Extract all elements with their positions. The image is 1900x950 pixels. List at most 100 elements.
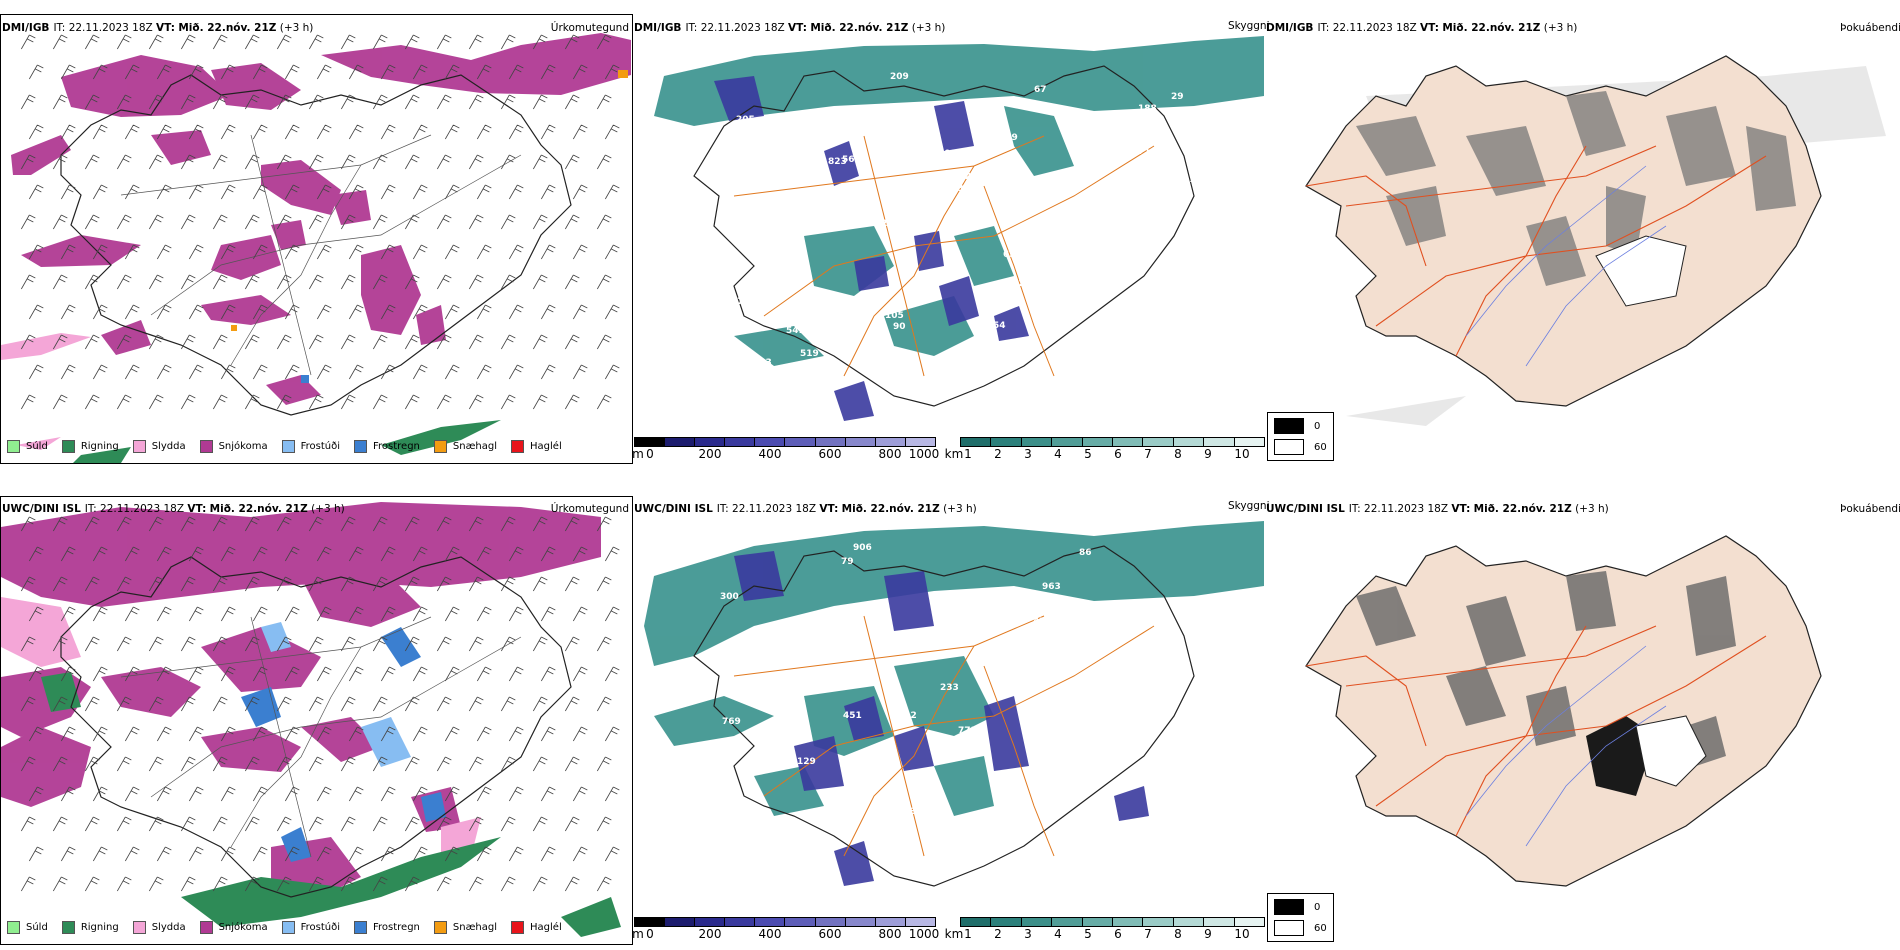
wind-barb bbox=[508, 846, 524, 862]
wind-barb bbox=[596, 214, 612, 230]
ceiling-value-label: 201 bbox=[965, 172, 984, 182]
legend-label: Frostúði bbox=[300, 441, 340, 452]
colorbar-segment bbox=[991, 438, 1022, 446]
wind-barb bbox=[340, 154, 356, 170]
wind-barb bbox=[220, 64, 236, 80]
wind-barb bbox=[532, 34, 548, 50]
wind-barb bbox=[60, 184, 76, 200]
wind-barb bbox=[116, 756, 132, 772]
panel-type-label: Skyggni bbox=[1228, 20, 1270, 32]
wind-barb bbox=[284, 726, 300, 742]
wind-barb bbox=[28, 606, 44, 622]
ceiling-value-label: 110 bbox=[1183, 175, 1202, 185]
wind-barb bbox=[340, 214, 356, 230]
ceiling-value-label: 70 bbox=[744, 697, 757, 707]
wind-barb bbox=[468, 516, 484, 532]
wind-barb bbox=[372, 756, 388, 772]
ceiling-value-label: 852 bbox=[1109, 128, 1128, 138]
wind-barb bbox=[404, 154, 420, 170]
fog-legend-value: 60 bbox=[1314, 441, 1327, 453]
legend-label: Haglél bbox=[530, 922, 562, 933]
wind-barb bbox=[116, 274, 132, 290]
wind-barb bbox=[572, 726, 588, 742]
fog-legend-row: 60 bbox=[1274, 920, 1327, 936]
ceiling-value-label: 532 bbox=[1006, 279, 1025, 289]
wind-barb bbox=[444, 666, 460, 682]
legend-swatch bbox=[281, 921, 295, 934]
legend-item: Frostúði bbox=[281, 440, 340, 453]
ceiling-value-label: 56 bbox=[1053, 653, 1066, 663]
wind-barb bbox=[244, 94, 260, 110]
tick: 7 bbox=[1144, 447, 1152, 461]
wind-barb bbox=[116, 636, 132, 652]
wind-barb bbox=[596, 876, 612, 892]
wind-barb bbox=[444, 726, 460, 742]
wind-barb bbox=[276, 876, 292, 892]
wind-barb bbox=[156, 546, 172, 562]
legend-swatch bbox=[7, 921, 20, 934]
legend-item: Slydda bbox=[132, 440, 186, 453]
wind-barb bbox=[540, 64, 556, 80]
wind-barb bbox=[540, 546, 556, 562]
legend-item: Súld bbox=[7, 921, 48, 934]
wind-barb bbox=[156, 606, 172, 622]
ceiling-value-label: 209 bbox=[890, 72, 909, 82]
wind-barb bbox=[412, 304, 428, 320]
ceiling-value-label: 593 bbox=[900, 119, 919, 129]
wind-barb bbox=[276, 34, 292, 50]
wind-barb bbox=[116, 214, 132, 230]
wind-barb bbox=[500, 34, 516, 50]
wind-barb bbox=[340, 636, 356, 652]
wind-barb bbox=[436, 94, 452, 110]
wind-barb bbox=[156, 304, 172, 320]
ceiling-value-label: 525 bbox=[709, 339, 728, 349]
fog-swatch-white bbox=[1274, 920, 1304, 936]
wind-barb bbox=[84, 334, 100, 350]
colorbar-segment bbox=[725, 918, 756, 926]
wind-barb bbox=[284, 846, 300, 862]
ceiling-value-label: 205 bbox=[736, 115, 755, 125]
wind-barb bbox=[244, 696, 260, 712]
wind-barb bbox=[28, 726, 44, 742]
wind-barb bbox=[244, 334, 260, 350]
ceiling-value-label: 769 bbox=[722, 717, 741, 727]
wind-barb bbox=[284, 546, 300, 562]
wind-barb bbox=[380, 124, 396, 140]
wind-barb bbox=[532, 334, 548, 350]
wind-barb bbox=[52, 636, 68, 652]
wind-barb bbox=[276, 394, 292, 410]
colorbar-segment bbox=[1234, 438, 1265, 446]
wind-barb bbox=[308, 816, 324, 832]
wind-barb bbox=[404, 876, 420, 892]
colorbar-segment bbox=[905, 918, 935, 926]
rain-areas bbox=[73, 420, 501, 463]
tick: 600 bbox=[818, 927, 842, 941]
legend-label: Rigning bbox=[80, 441, 119, 452]
wind-barb bbox=[308, 94, 324, 110]
colorbar-segment bbox=[845, 918, 876, 926]
wind-barb bbox=[28, 364, 44, 380]
wind-barb bbox=[28, 304, 44, 320]
wind-barb bbox=[572, 666, 588, 682]
wind-barb bbox=[372, 334, 388, 350]
wind-barb bbox=[340, 334, 356, 350]
wind-barb bbox=[180, 274, 196, 290]
colorbar-segment bbox=[785, 438, 816, 446]
wind-barb bbox=[572, 184, 588, 200]
wind-barb bbox=[540, 184, 556, 200]
wind-barb bbox=[348, 666, 364, 682]
colorbar-segment bbox=[635, 918, 666, 926]
wind-barb bbox=[92, 606, 108, 622]
wind-barb bbox=[404, 636, 420, 652]
fog-legend-top: 0 60 bbox=[1267, 412, 1334, 461]
ceiling-value-label: 224 bbox=[875, 219, 894, 229]
wind-barb bbox=[404, 394, 420, 410]
legend-swatch bbox=[354, 921, 367, 934]
wind-barb bbox=[476, 364, 492, 380]
wind-barb bbox=[476, 786, 492, 802]
it-label: IT: bbox=[1317, 22, 1330, 34]
vt-label: VT: bbox=[788, 22, 807, 34]
ceiling-value-label: 87 bbox=[734, 650, 747, 660]
wind-barb bbox=[508, 124, 524, 140]
ceiling-value-label: 992 bbox=[1130, 353, 1149, 363]
